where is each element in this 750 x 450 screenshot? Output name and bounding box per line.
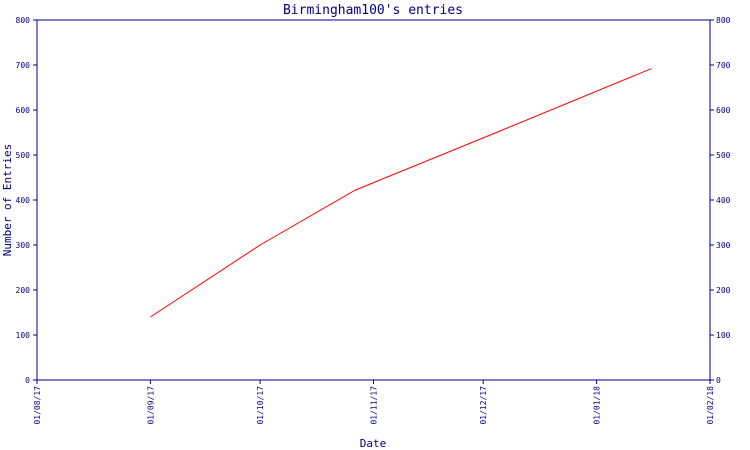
- y-tick-label-left: 0: [25, 376, 30, 385]
- y-tick-label-right: 800: [716, 16, 731, 25]
- y-tick-label-right: 500: [716, 151, 731, 160]
- x-tick-label: 01/10/17: [256, 386, 265, 425]
- chart-title: Birmingham100's entries: [283, 3, 463, 18]
- y-tick-label-right: 200: [716, 286, 731, 295]
- y-tick-label-left: 800: [16, 16, 31, 25]
- x-axis-label: Date: [360, 437, 387, 450]
- x-tick-label: 01/08/17: [33, 386, 42, 425]
- x-tick-label: 01/11/17: [370, 386, 379, 425]
- y-tick-label-right: 0: [716, 376, 721, 385]
- x-axis: 01/08/17 01/09/17 01/10/17 01/11/17 01/12/17…: [33, 380, 715, 425]
- plot-frame: [36, 19, 711, 381]
- y-tick-label-left: 400: [16, 196, 31, 205]
- y-tick-label-right: 600: [716, 106, 731, 115]
- y-tick-label-left: 500: [16, 151, 31, 160]
- series-line: [150, 68, 652, 318]
- y-tick-label-left: 700: [16, 61, 31, 70]
- y-tick-label-right: 400: [716, 196, 731, 205]
- y-tick-label-left: 300: [16, 241, 31, 250]
- y-tick-label-right: 700: [716, 61, 731, 70]
- x-tick-label: 01/09/17: [146, 386, 155, 425]
- y-tick-label-left: 600: [16, 106, 31, 115]
- y-tick-label-left: 200: [16, 286, 31, 295]
- y-axis-left: 0 100 200 300 400 500 600 700 800: [16, 16, 37, 385]
- x-tick-label: 01/01/18: [593, 386, 602, 425]
- y-tick-label-right: 100: [716, 331, 731, 340]
- y-tick-label-left: 100: [16, 331, 31, 340]
- y-tick-label-right: 300: [716, 241, 731, 250]
- series-layer: [150, 68, 652, 318]
- y-axis-label: Number of Entries: [1, 144, 14, 257]
- x-tick-label: 01/12/17: [479, 386, 488, 425]
- y-axis-right: 0 100 200 300 400 500 600 700 800: [710, 16, 731, 385]
- x-tick-label: 01/02/18: [706, 386, 715, 425]
